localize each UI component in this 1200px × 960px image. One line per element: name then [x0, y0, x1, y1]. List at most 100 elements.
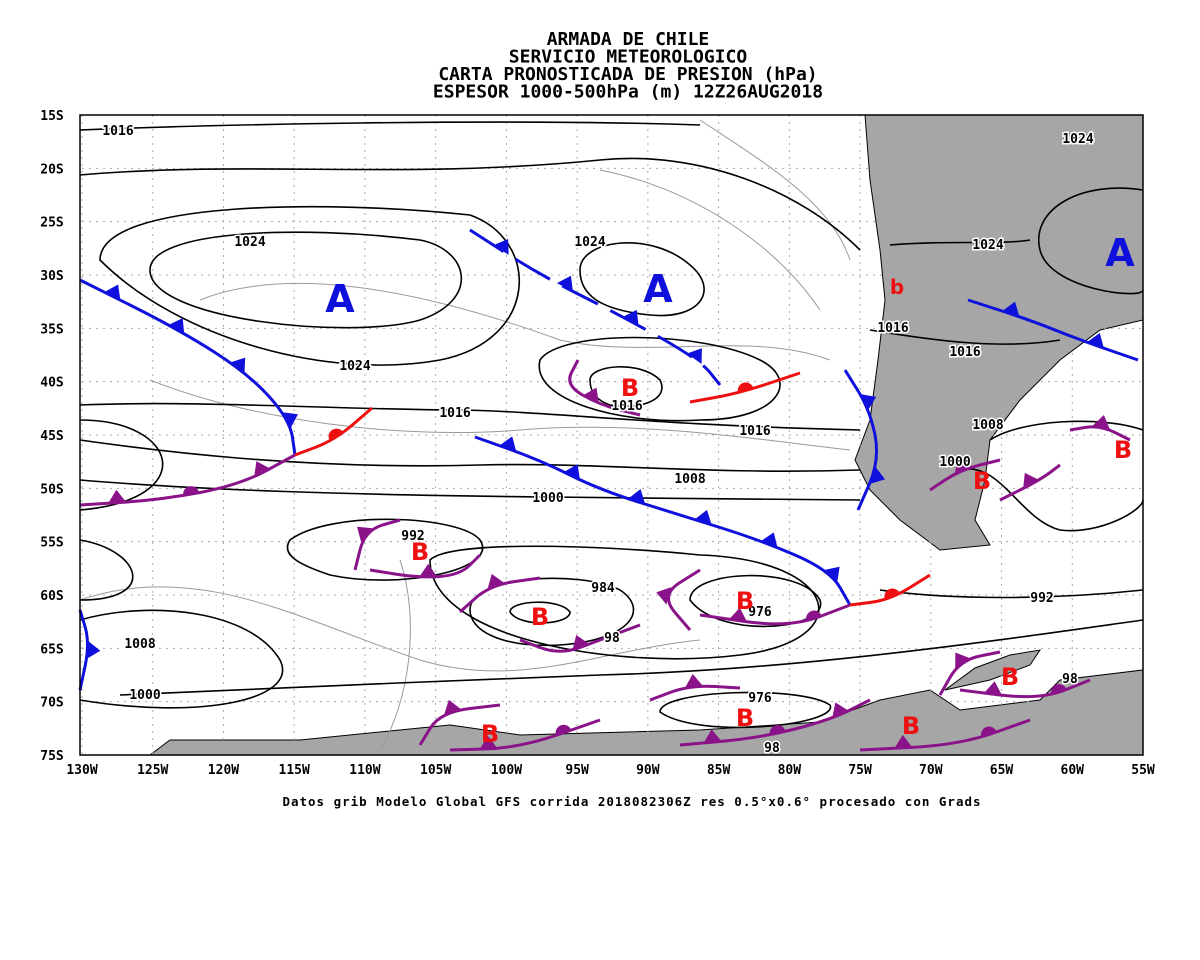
lat-tick-label: 20S — [40, 162, 64, 177]
front-triangle — [282, 412, 298, 429]
front-triangle — [1023, 472, 1039, 489]
front-triangle — [230, 357, 246, 374]
front-semicircle — [806, 610, 822, 621]
front-triangle — [499, 436, 517, 452]
isobar-label: 98 — [1062, 672, 1078, 687]
lat-tick-label: 75S — [40, 749, 64, 764]
isobar — [579, 242, 705, 317]
lon-tick-label: 80W — [778, 763, 802, 778]
lat-tick-label: 30S — [40, 269, 64, 284]
front-triangle — [955, 652, 971, 669]
lon-tick-label: 110W — [349, 763, 380, 778]
antarctic-peninsula — [944, 649, 1042, 691]
front-triangle — [685, 673, 703, 688]
front-triangle — [357, 526, 373, 543]
cold-front — [843, 369, 878, 511]
front-semicircle — [884, 588, 900, 600]
front-triangle — [760, 532, 778, 548]
front-triangle — [1002, 301, 1020, 317]
isobar-label: 1024 — [972, 238, 1003, 253]
front-triangle — [824, 566, 840, 583]
lon-tick-label: 60W — [1061, 763, 1085, 778]
front-triangle — [582, 387, 599, 404]
lon-tick-label: 85W — [707, 763, 731, 778]
isobar-label: 1024 — [339, 359, 370, 374]
occl-front — [519, 623, 641, 653]
isobar-label: 976 — [748, 691, 772, 706]
labels: 1016 1024 1024 1024 1024 1016 1016 1024 1016 1016… — [101, 123, 1135, 758]
isobar — [79, 121, 701, 131]
isobar — [509, 601, 571, 624]
lat-tick-label: 50S — [40, 482, 64, 497]
isobar-label: 1016 — [102, 124, 133, 139]
front-triangle — [419, 563, 438, 577]
isobar — [429, 545, 820, 660]
occl-front — [458, 576, 541, 614]
low-pressure: B — [902, 712, 920, 740]
isobar-label: 1000 — [939, 455, 970, 470]
lon-tick-label: 125W — [137, 763, 168, 778]
isobar — [689, 574, 822, 628]
low-pressure: B — [736, 587, 754, 615]
isobar — [959, 468, 1144, 532]
isobar — [538, 336, 781, 422]
occl-front — [938, 650, 1001, 696]
front-triangle — [954, 458, 972, 474]
lon-tick-label: 105W — [420, 763, 451, 778]
front-triangle — [860, 394, 877, 411]
isobar — [879, 589, 1144, 599]
isobar-label: 1008 — [972, 418, 1003, 433]
front-triangle — [487, 573, 505, 590]
lon-tick-label: 55W — [1131, 763, 1155, 778]
lat-tick-label: 55S — [40, 536, 64, 551]
low-pressure: B — [411, 538, 429, 566]
thickness-line — [199, 282, 831, 361]
front-semicircle — [183, 486, 200, 496]
isobar — [79, 402, 861, 431]
cold-front — [469, 228, 722, 386]
location-marker: b — [890, 275, 904, 299]
antarctica — [148, 669, 1144, 756]
lon-tick-label: 65W — [990, 763, 1014, 778]
front-triangle — [493, 239, 509, 255]
isobar-label: 1016 — [439, 406, 470, 421]
map-frame — [79, 114, 1144, 756]
isobar — [99, 205, 520, 366]
front-triangle — [656, 587, 672, 605]
isobar — [659, 691, 831, 729]
front-triangle — [703, 729, 722, 743]
title-line: ESPESOR 1000-500hPa (m) 12Z26AUG2018 — [433, 82, 823, 103]
thickness-line — [149, 379, 851, 451]
isobar — [1037, 187, 1144, 295]
isobar-label: 992 — [401, 529, 424, 544]
lat-tick-label: 65S — [40, 642, 64, 657]
footer: Datos grib Modelo Global GFS corrida 201… — [282, 794, 981, 809]
low-pressure: B — [736, 704, 754, 732]
isobar — [149, 231, 463, 329]
front-triangle — [556, 275, 573, 292]
front-triangle — [563, 464, 580, 480]
isobar-label: 1000 — [532, 491, 563, 506]
front-semicircle — [555, 724, 572, 736]
lon-tick-label: 120W — [208, 763, 239, 778]
front-triangle — [168, 318, 185, 334]
low-pressure: B — [973, 467, 991, 495]
occl-front — [679, 698, 871, 747]
thickness-line — [379, 559, 411, 751]
isobar-label: 1016 — [739, 424, 770, 439]
high-pressure: A — [643, 267, 673, 311]
lat-tick-label: 45S — [40, 429, 64, 444]
lon-tick-label: 75W — [848, 763, 872, 778]
occl-front — [929, 458, 1001, 492]
front-semicircle — [981, 726, 997, 738]
occl-front — [1069, 425, 1131, 442]
title-line: CARTA PRONOSTICADA DE PRESION (hPa) — [438, 64, 817, 85]
occl-front — [649, 684, 741, 702]
low-pressure: B — [1001, 663, 1019, 691]
warm-front — [294, 406, 373, 457]
isobar-label: 98 — [604, 631, 620, 646]
lon-tick-label: 70W — [919, 763, 943, 778]
isobar — [79, 539, 134, 601]
front-triangle — [444, 699, 462, 715]
lat-tick-label: 15S — [40, 109, 64, 124]
